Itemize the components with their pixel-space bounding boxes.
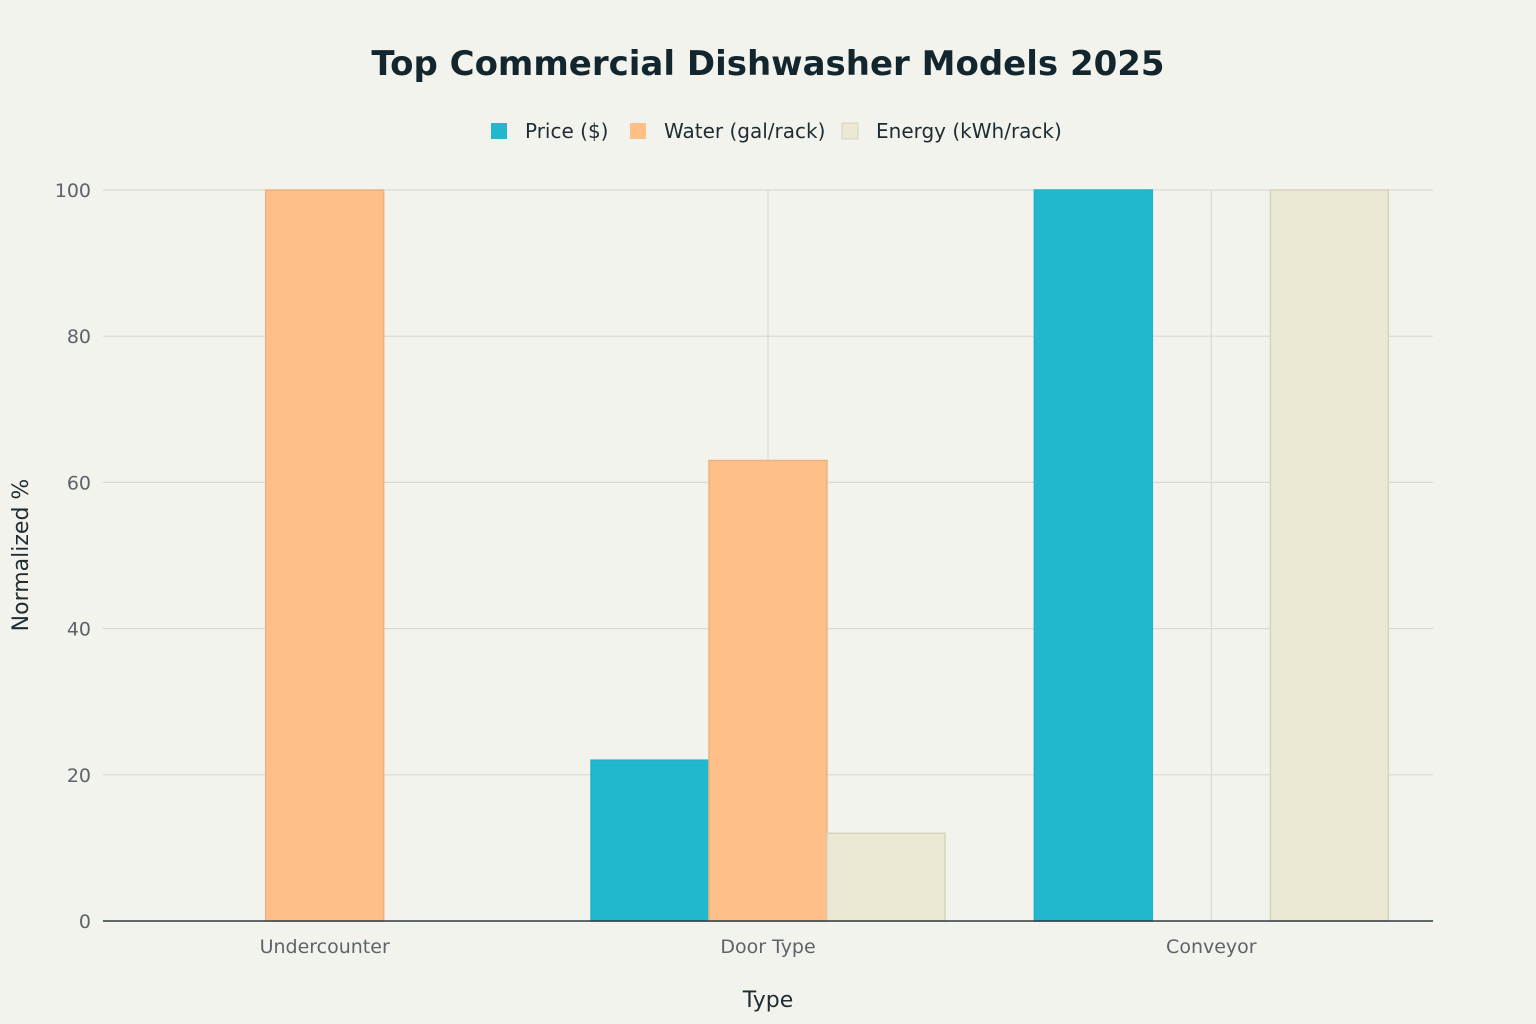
legend-label: Energy (kWh/rack) [876, 119, 1062, 143]
legend-label: Price ($) [525, 119, 608, 143]
x-tick-labels: Undercounter Door Type Conveyor [260, 936, 1257, 958]
y-axis-title: Normalized % [9, 479, 34, 632]
bar-water-gal-rack-undercounter [264, 189, 385, 922]
bar-price-door-type [590, 759, 710, 922]
legend-label: Water (gal/rack) [664, 119, 825, 143]
chart-title: Top Commercial Dishwasher Models 2025 [371, 44, 1164, 84]
legend-swatch [841, 122, 859, 140]
y-tick-label: 100 [55, 180, 91, 202]
legend-swatch [491, 123, 507, 139]
bar-energy-kwh-rack-conveyor [1269, 189, 1390, 922]
legend: Price ($) Water (gal/rack) Energy (kWh/rac… [491, 119, 1062, 143]
y-tick-label: 80 [67, 326, 91, 348]
bar-price-conveyor [1033, 189, 1154, 922]
y-tick-label: 40 [67, 619, 91, 641]
legend-swatch [630, 123, 646, 139]
y-tick-label: 0 [79, 911, 91, 933]
y-tick-labels: 0 20 40 60 80 100 [55, 180, 91, 933]
x-axis-title: Type [742, 988, 794, 1013]
bars [264, 189, 1390, 922]
bar-energy-kwh-rack-door-type [826, 832, 946, 922]
y-tick-label: 60 [67, 472, 91, 494]
y-tick-label: 20 [67, 765, 91, 787]
x-tick-label: Door Type [720, 936, 815, 958]
x-tick-label: Conveyor [1166, 936, 1257, 958]
x-tick-label: Undercounter [260, 936, 390, 958]
bar-water-gal-rack-door-type [708, 459, 828, 922]
